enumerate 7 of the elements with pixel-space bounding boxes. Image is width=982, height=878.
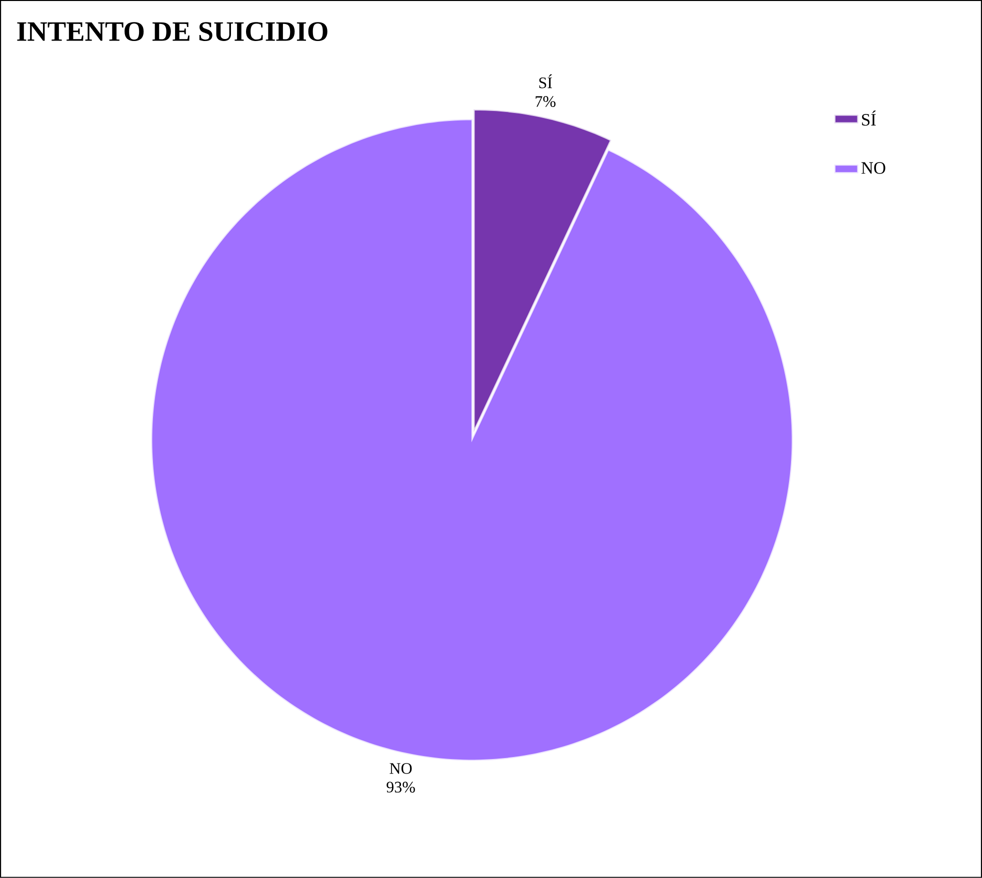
legend-label: SÍ [862,110,876,126]
slice-label: SÍ [539,74,552,88]
data-label: 7% [536,96,556,108]
data-label: 93% [386,782,415,793]
chart-title: INTENTO DE SUICIDIO [17,22,328,42]
slice-label: NO [390,763,412,774]
legend-label: NO [861,162,886,174]
